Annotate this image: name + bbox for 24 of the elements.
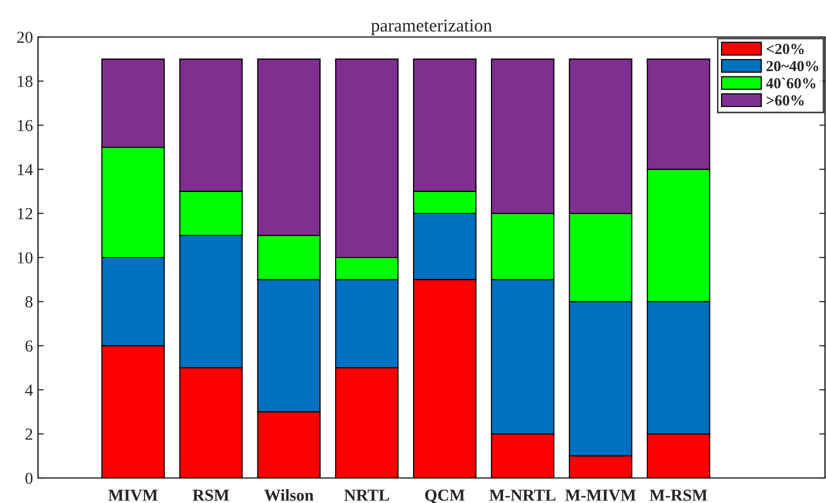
y-tick-label: 0: [25, 472, 33, 484]
x-tick-label: M-RSM: [650, 490, 708, 501]
x-tick-label: QCM: [425, 490, 465, 503]
y-tick-label: 4: [25, 384, 33, 396]
y-tick-label: 6: [26, 340, 33, 352]
x-tick-label: M-NRTL: [489, 490, 556, 501]
y-tick-label: 10: [18, 252, 33, 264]
legend-label: >60%: [766, 95, 804, 106]
x-tick-label: RSM: [192, 490, 230, 501]
y-tick-label: 2: [26, 428, 32, 440]
x-tick-label: MIVM: [108, 490, 158, 501]
legend-label: <20%: [766, 44, 804, 54]
x-tick-label: NRTL: [344, 490, 389, 501]
y-tick-label: 18: [18, 76, 33, 88]
y-tick-label: 8: [25, 296, 33, 308]
x-tick-label: Wilson: [264, 489, 314, 501]
legend-label: 20~40%: [766, 60, 818, 72]
y-tick-label: 12: [18, 208, 32, 220]
y-tick-label: 16: [18, 120, 33, 132]
legend-label: 40`60%: [766, 78, 816, 88]
y-tick-label: 20: [17, 32, 33, 43]
x-tick-label: M-MIVM: [565, 490, 636, 501]
y-tick-label: 14: [18, 164, 33, 176]
chart-title: parameterization: [371, 19, 492, 36]
